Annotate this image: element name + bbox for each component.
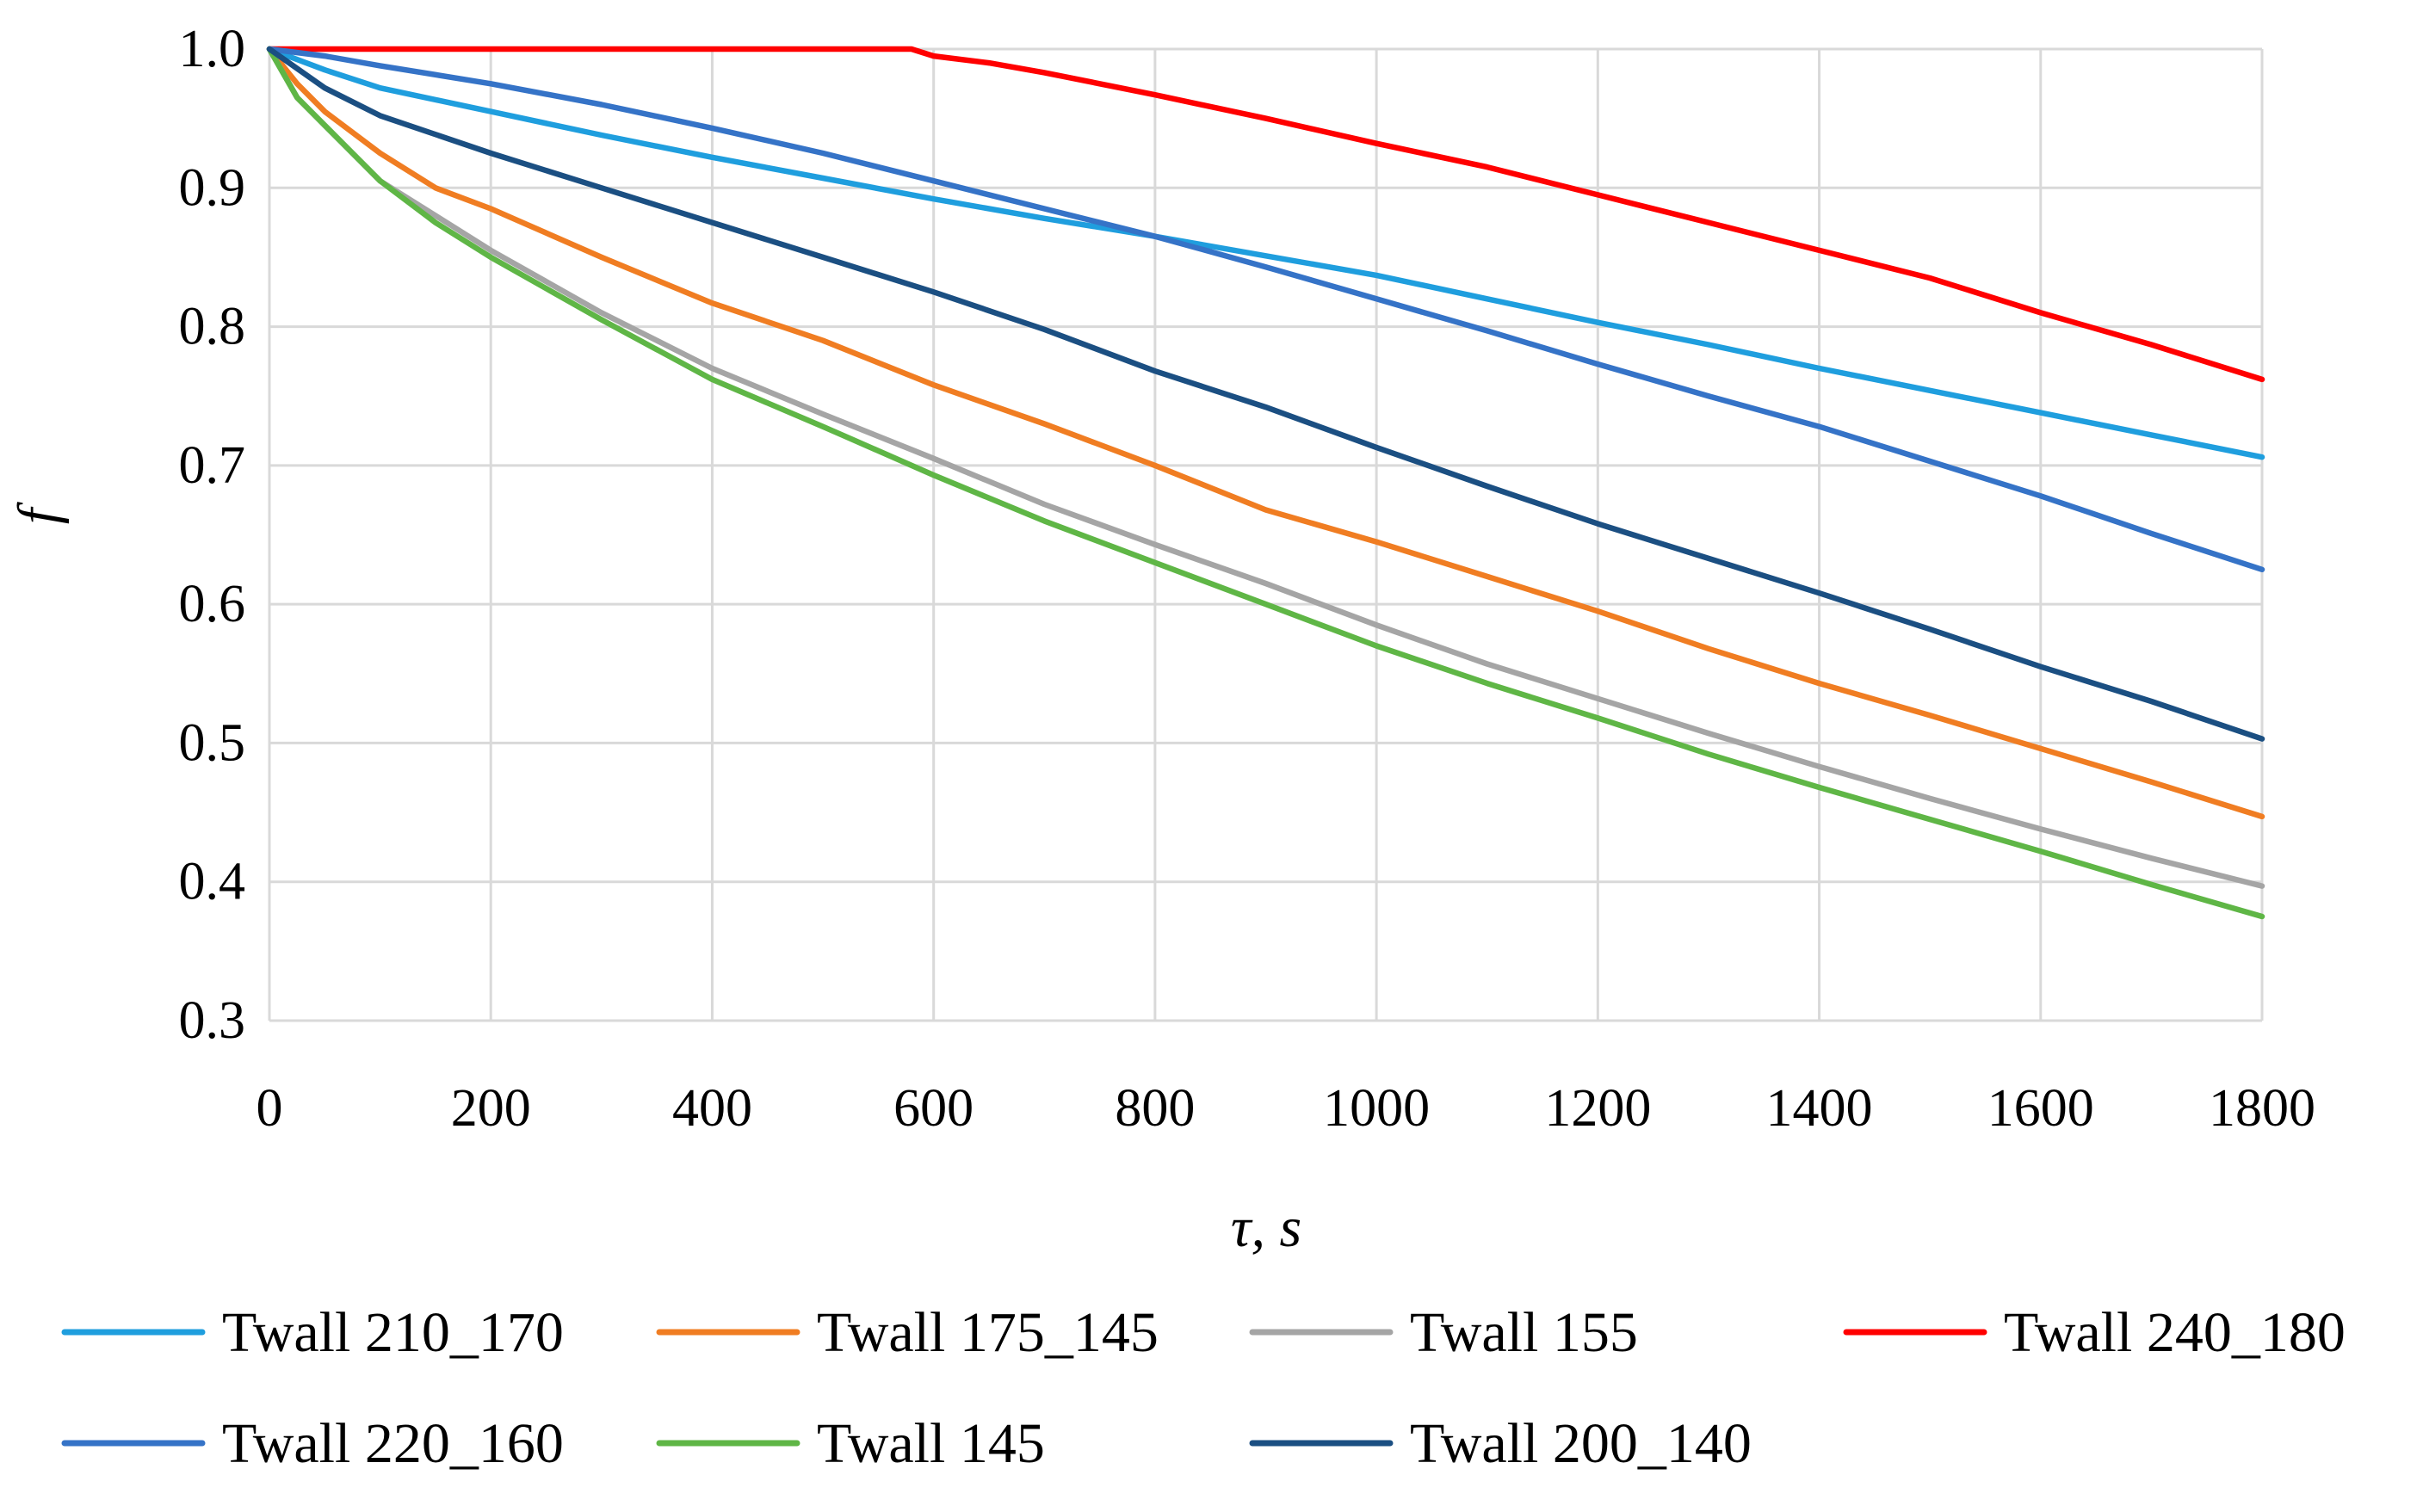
y-tick-label: 1.0 [179, 20, 246, 78]
legend-item: Twall 220_160 [61, 1412, 564, 1475]
x-tick-label: 1000 [1323, 1079, 1430, 1138]
series-line-twall-145 [266, 46, 2265, 920]
y-tick-label: 0.6 [179, 575, 246, 633]
x-tick-label: 600 [893, 1079, 974, 1138]
legend-label: Twall 145 [817, 1412, 1045, 1475]
y-tick-label: 0.8 [179, 298, 246, 356]
y-tick-label: 0.7 [179, 436, 246, 495]
legend-label: Twall 155 [1410, 1301, 1638, 1364]
x-tick-label: 1200 [1544, 1079, 1651, 1138]
legend-label: Twall 220_160 [222, 1412, 564, 1475]
chart-gridlines [268, 47, 2264, 1022]
legend-label: Twall 240_180 [2004, 1301, 2346, 1364]
y-tick-label: 0.4 [179, 853, 246, 911]
legend-label: Twall 200_140 [1410, 1412, 1752, 1475]
x-tick-label: 0 [257, 1079, 283, 1138]
series-line-twall-240-180 [266, 46, 2265, 383]
chart-legend: Twall 210_170 Twall 175_145 Twall 155 Twall… [61, 1301, 2346, 1475]
series-line-twall-175-145 [266, 46, 2265, 820]
x-axis-title: τ, s [1231, 1196, 1301, 1259]
series-line-twall-200-140 [266, 46, 2265, 742]
chart-series [266, 46, 2265, 920]
y-tick-label: 0.9 [179, 158, 246, 217]
x-tick-label: 1600 [1987, 1079, 2094, 1138]
y-axis-title: f [7, 502, 70, 524]
y-tick-label: 0.3 [179, 991, 246, 1050]
legend-item: Twall 155 [1249, 1301, 1638, 1364]
legend-item: Twall 240_180 [1843, 1301, 2346, 1364]
x-axis-ticks: 0 200 400 600 800 1000 1200 1400 1600 1800 [257, 1079, 2316, 1138]
x-tick-label: 200 [451, 1079, 531, 1138]
x-tick-label: 1800 [2209, 1079, 2315, 1138]
legend-item: Twall 175_145 [656, 1301, 1159, 1364]
legend-item: Twall 200_140 [1249, 1412, 1752, 1475]
x-tick-label: 1400 [1766, 1079, 1873, 1138]
x-tick-label: 400 [672, 1079, 752, 1138]
series-line-twall-220-160 [266, 46, 2265, 573]
x-tick-label: 800 [1115, 1079, 1195, 1138]
legend-item: Twall 145 [656, 1412, 1045, 1475]
y-tick-label: 0.5 [179, 713, 246, 772]
y-axis-ticks: 0.3 0.4 0.5 0.6 0.7 0.8 0.9 1.0 [179, 20, 246, 1050]
legend-label: Twall 175_145 [817, 1301, 1159, 1364]
series-line-twall-210-170 [266, 46, 2265, 460]
legend-label: Twall 210_170 [222, 1301, 564, 1364]
legend-item: Twall 210_170 [61, 1301, 564, 1364]
